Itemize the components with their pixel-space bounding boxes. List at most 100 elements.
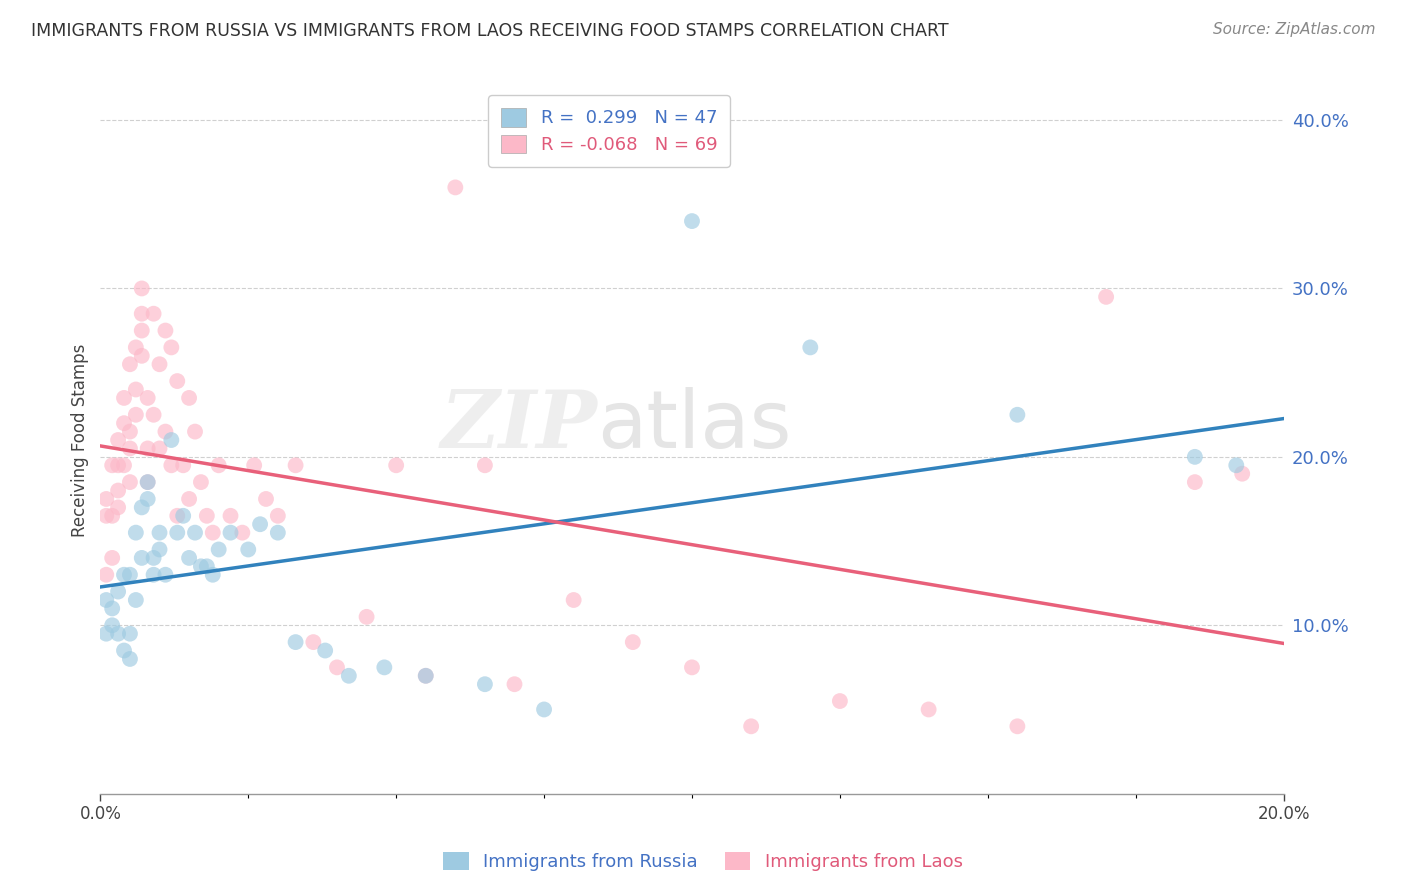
- Point: [96, 508, 118, 523]
- Point: [195, 559, 218, 574]
- Point: [118, 626, 141, 640]
- Point: [828, 694, 851, 708]
- Point: [415, 669, 437, 683]
- Point: [681, 660, 703, 674]
- Point: [172, 508, 194, 523]
- Point: [131, 500, 153, 515]
- Point: [131, 307, 153, 321]
- Point: [337, 669, 360, 683]
- Legend: Immigrants from Russia, Immigrants from Laos: Immigrants from Russia, Immigrants from …: [436, 845, 970, 879]
- Point: [142, 408, 165, 422]
- Point: [136, 442, 159, 456]
- Point: [533, 702, 555, 716]
- Point: [160, 433, 183, 447]
- Point: [112, 416, 135, 430]
- Point: [267, 525, 290, 540]
- Point: [148, 442, 170, 456]
- Point: [107, 626, 129, 640]
- Point: [219, 508, 242, 523]
- Point: [219, 525, 242, 540]
- Y-axis label: Receiving Food Stamps: Receiving Food Stamps: [72, 343, 89, 537]
- Point: [125, 593, 148, 607]
- Point: [208, 458, 231, 473]
- Point: [112, 643, 135, 657]
- Point: [118, 652, 141, 666]
- Legend: R =  0.299   N = 47, R = -0.068   N = 69: R = 0.299 N = 47, R = -0.068 N = 69: [488, 95, 730, 167]
- Point: [101, 601, 124, 615]
- Point: [155, 567, 177, 582]
- Point: [118, 357, 141, 371]
- Point: [917, 702, 939, 716]
- Point: [131, 324, 153, 338]
- Point: [201, 525, 224, 540]
- Point: [1007, 719, 1029, 733]
- Point: [254, 491, 277, 506]
- Point: [243, 458, 266, 473]
- Point: [1007, 408, 1029, 422]
- Point: [107, 584, 129, 599]
- Point: [177, 391, 200, 405]
- Point: [184, 525, 207, 540]
- Point: [155, 425, 177, 439]
- Point: [231, 525, 253, 540]
- Point: [101, 508, 124, 523]
- Point: [155, 324, 177, 338]
- Text: ZIP: ZIP: [440, 387, 598, 465]
- Point: [160, 458, 183, 473]
- Point: [238, 542, 260, 557]
- Point: [172, 458, 194, 473]
- Point: [107, 483, 129, 498]
- Point: [681, 214, 703, 228]
- Point: [125, 383, 148, 397]
- Point: [314, 643, 336, 657]
- Point: [101, 458, 124, 473]
- Point: [195, 508, 218, 523]
- Point: [125, 340, 148, 354]
- Point: [1225, 458, 1247, 473]
- Point: [1184, 450, 1206, 464]
- Point: [112, 458, 135, 473]
- Text: Source: ZipAtlas.com: Source: ZipAtlas.com: [1212, 22, 1375, 37]
- Point: [166, 508, 188, 523]
- Point: [118, 567, 141, 582]
- Point: [1095, 290, 1118, 304]
- Point: [208, 542, 231, 557]
- Point: [112, 567, 135, 582]
- Point: [177, 491, 200, 506]
- Point: [131, 281, 153, 295]
- Point: [166, 374, 188, 388]
- Point: [136, 475, 159, 489]
- Point: [107, 500, 129, 515]
- Point: [177, 550, 200, 565]
- Point: [142, 567, 165, 582]
- Point: [136, 391, 159, 405]
- Point: [562, 593, 585, 607]
- Point: [373, 660, 395, 674]
- Point: [184, 425, 207, 439]
- Point: [125, 525, 148, 540]
- Point: [148, 525, 170, 540]
- Point: [131, 550, 153, 565]
- Point: [474, 677, 496, 691]
- Point: [166, 525, 188, 540]
- Point: [621, 635, 644, 649]
- Point: [799, 340, 821, 354]
- Text: atlas: atlas: [598, 387, 792, 465]
- Point: [326, 660, 349, 674]
- Point: [118, 425, 141, 439]
- Point: [101, 618, 124, 632]
- Point: [190, 475, 212, 489]
- Point: [385, 458, 408, 473]
- Point: [136, 491, 159, 506]
- Point: [284, 458, 307, 473]
- Point: [267, 508, 290, 523]
- Point: [142, 307, 165, 321]
- Point: [96, 567, 118, 582]
- Point: [96, 626, 118, 640]
- Point: [503, 677, 526, 691]
- Point: [107, 458, 129, 473]
- Point: [415, 669, 437, 683]
- Point: [302, 635, 325, 649]
- Point: [101, 550, 124, 565]
- Point: [142, 550, 165, 565]
